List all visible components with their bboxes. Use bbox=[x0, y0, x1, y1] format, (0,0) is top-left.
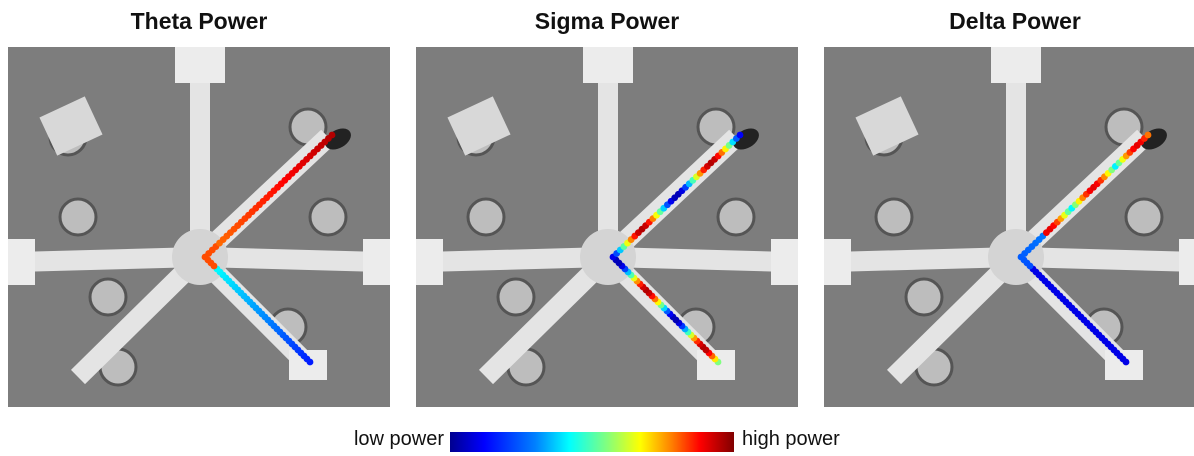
arm-end bbox=[583, 47, 633, 83]
maze-image bbox=[8, 47, 390, 407]
arm-end bbox=[363, 239, 390, 285]
panel-title: Theta Power bbox=[130, 8, 268, 34]
arm-end bbox=[824, 239, 851, 285]
maze-hub bbox=[172, 229, 228, 285]
arm-end bbox=[8, 239, 35, 285]
arm-end bbox=[991, 47, 1041, 83]
maze-image bbox=[824, 47, 1194, 407]
fixture bbox=[466, 197, 506, 237]
maze-arm bbox=[423, 247, 609, 272]
arm-end bbox=[771, 239, 798, 285]
maze-arm bbox=[607, 247, 791, 272]
fixture bbox=[874, 197, 914, 237]
panel-title: Sigma Power bbox=[534, 8, 680, 34]
maze-arm bbox=[1015, 247, 1194, 272]
colorbar-high-label: high power bbox=[742, 428, 840, 450]
maze-hub bbox=[988, 229, 1044, 285]
fixture bbox=[1124, 197, 1164, 237]
arm-end bbox=[1105, 350, 1143, 380]
arm-end bbox=[175, 47, 225, 83]
position-dot bbox=[328, 131, 336, 139]
maze-hub bbox=[580, 229, 636, 285]
arm-end bbox=[289, 350, 327, 380]
card bbox=[855, 96, 919, 156]
card bbox=[39, 96, 103, 156]
maze-arm bbox=[15, 247, 201, 272]
maze-arm bbox=[478, 249, 616, 385]
maze-image bbox=[416, 47, 798, 407]
fixture bbox=[308, 197, 348, 237]
arm-end bbox=[697, 350, 735, 380]
colorbar-low-label: low power bbox=[353, 428, 444, 450]
arm-end bbox=[416, 239, 443, 285]
card bbox=[447, 96, 511, 156]
fixture bbox=[904, 277, 944, 317]
arm-end bbox=[1179, 239, 1194, 285]
maze-arm bbox=[886, 249, 1024, 385]
maze-arm bbox=[199, 247, 383, 272]
fixture bbox=[88, 277, 128, 317]
maze-arm bbox=[831, 247, 1017, 272]
position-dot bbox=[1144, 131, 1152, 139]
maze-arm bbox=[70, 249, 208, 385]
fixture bbox=[496, 277, 536, 317]
colorbar bbox=[450, 432, 734, 452]
fixture bbox=[58, 197, 98, 237]
panel-title: Delta Power bbox=[949, 8, 1081, 34]
fixture bbox=[716, 197, 756, 237]
position-dot bbox=[736, 131, 744, 139]
